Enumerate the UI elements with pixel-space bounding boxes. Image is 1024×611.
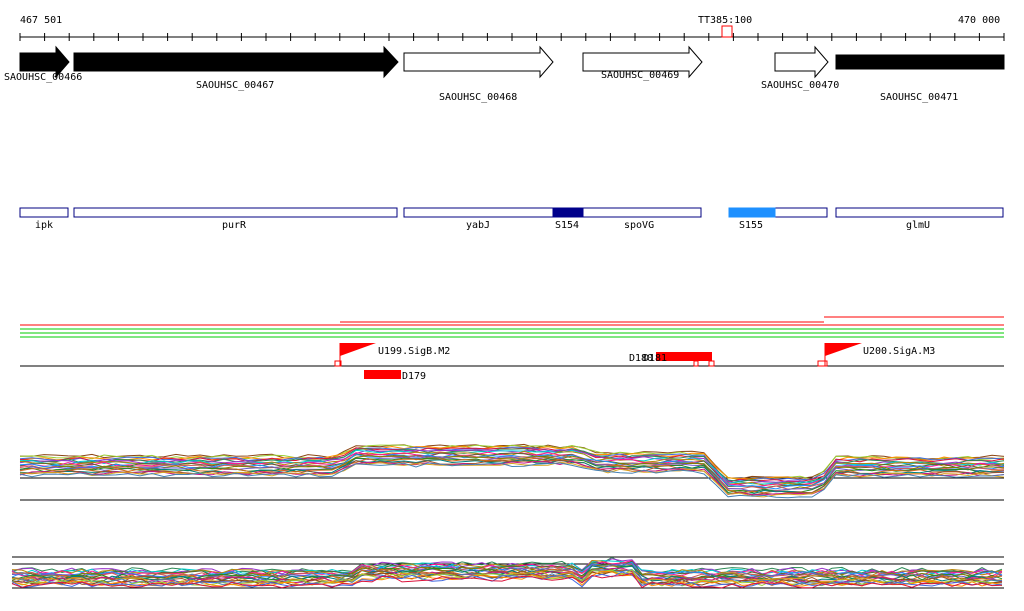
gene-label: SAOUHSC_00467 <box>196 80 274 91</box>
terminator-label: TT385:100 <box>698 15 752 26</box>
expression-track-1 <box>19 443 1005 501</box>
regulatory-box-label: D179 <box>402 371 426 382</box>
gene-arrow-saouhsc-00466[interactable] <box>19 45 70 79</box>
feature-label: yabJ <box>466 220 490 231</box>
regulatory-box-anchor <box>693 360 699 367</box>
terminator-marker[interactable] <box>721 25 733 38</box>
ruler-end-label: 470 000 <box>958 15 1000 26</box>
feature-track: ipk purR yabJ S154 spoVG S155 glmU <box>19 207 1004 231</box>
feature-box-ipk[interactable] <box>19 207 69 218</box>
feature-label: ipk <box>35 220 53 231</box>
feature-label: S154 <box>555 220 579 231</box>
feature-label: purR <box>222 220 247 231</box>
feature-label: S155 <box>739 220 763 231</box>
gene-track: SAOUHSC_00466 SAOUHSC_00467 SAOUHSC_0046… <box>4 45 1005 103</box>
expression-profiles <box>19 443 1005 499</box>
feature-label: spoVG <box>624 220 654 231</box>
promoter-anchor <box>334 360 342 367</box>
gene-label: SAOUHSC_00471 <box>880 92 958 103</box>
gene-label: SAOUHSC_00469 <box>601 70 679 81</box>
expression-profile-line <box>19 453 1005 490</box>
gene-label: SAOUHSC_00466 <box>4 72 82 83</box>
gene-arrow-saouhsc-00471[interactable] <box>835 54 1005 70</box>
ruler-start-label: 467 501 <box>20 15 62 26</box>
expression-profile-line <box>11 560 1003 578</box>
gene-label: SAOUHSC_00468 <box>439 92 517 103</box>
regulatory-box-label: D181 <box>643 353 667 364</box>
promoter-flag[interactable] <box>825 343 862 356</box>
expression-profile-line <box>19 461 1005 498</box>
promoter-anchor <box>817 360 828 367</box>
expression-profile-line <box>19 456 1005 492</box>
regulatory-box-d179[interactable] <box>364 370 401 379</box>
gene-label: SAOUHSC_00470 <box>761 80 839 91</box>
gene-arrow-saouhsc-00468[interactable] <box>403 45 554 79</box>
expression-profile-line <box>19 449 1005 485</box>
expression-profile-line <box>11 572 1003 589</box>
feature-box-purr[interactable] <box>73 207 398 218</box>
ruler-ticks <box>19 33 1005 41</box>
promoter-flag[interactable] <box>340 343 376 356</box>
feature-label: glmU <box>906 220 930 231</box>
expression-track-2 <box>11 556 1004 589</box>
expression-profile-line <box>19 462 1005 499</box>
gene-arrow-saouhsc-00467[interactable] <box>73 45 399 79</box>
expression-profile-line <box>19 454 1005 490</box>
expression-profile-line <box>11 571 1003 588</box>
feature-box-s155[interactable] <box>728 207 776 218</box>
feature-box-glmu[interactable] <box>835 207 1004 218</box>
gene-arrow-saouhsc-00469[interactable] <box>582 45 703 79</box>
regulatory-box-anchor <box>708 360 715 367</box>
expression-profile-line <box>19 459 1005 495</box>
promoter-label: U200.SigA.M3 <box>863 346 935 357</box>
regulatory-box-d180-d181[interactable] <box>656 352 712 361</box>
regulatory-track: U199.SigB.M2 U200.SigA.M3 D179 D180 D181 <box>20 316 1004 382</box>
promoter-label: U199.SigB.M2 <box>378 346 450 357</box>
regulatory-box-label: D180 <box>629 353 653 364</box>
coordinate-ruler: 467 501 470 000 TT385:100 <box>19 15 1005 41</box>
feature-box-s154[interactable] <box>552 207 584 218</box>
expression-profiles <box>11 556 1003 589</box>
gene-arrow-saouhsc-00470[interactable] <box>774 45 829 79</box>
